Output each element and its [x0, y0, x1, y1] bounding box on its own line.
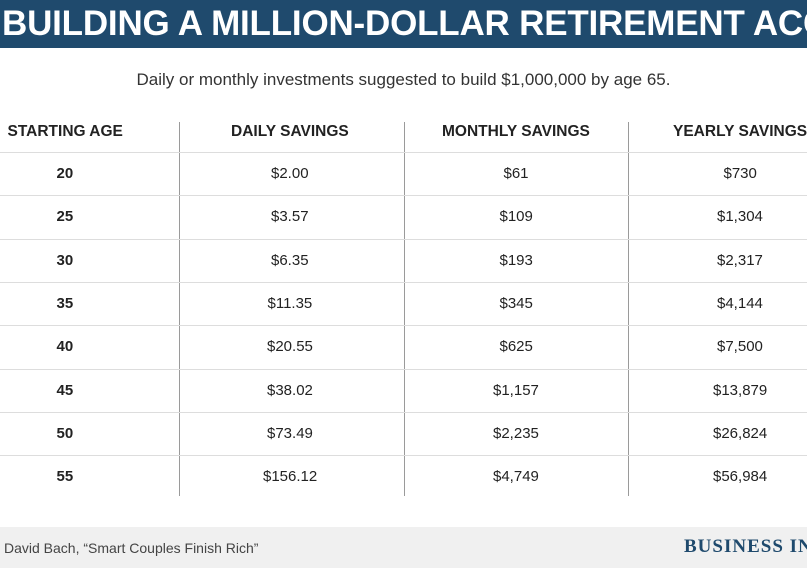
- column-divider: [179, 122, 180, 496]
- column-header-starting-age: STARTING AGE: [7, 123, 123, 140]
- cell-monthly-savings: $61: [503, 165, 529, 182]
- cell-starting-age: 35: [56, 294, 74, 312]
- cell-yearly-savings: $4,144: [717, 294, 763, 312]
- savings-table: STARTING AGE DAILY SAVINGS MONTHLY SAVINGS…: [0, 110, 807, 505]
- cell-monthly-savings: $4,749: [493, 468, 539, 486]
- cell-monthly-savings: $625: [499, 338, 533, 356]
- cell-starting-age: 45: [56, 381, 74, 399]
- cell-yearly-savings: $7,500: [717, 338, 763, 356]
- cell-yearly-savings: $13,879: [713, 381, 768, 399]
- table-row: 25 $3.57 $109 $1,304: [0, 195, 807, 238]
- row-separator: [0, 411, 807, 413]
- table-row: 45 $38.02 $1,157 $13,879: [0, 368, 807, 412]
- table-row: 40 $20.55 $625 $7,500: [0, 325, 807, 368]
- row-separator: [0, 325, 807, 327]
- row-separator: [0, 281, 807, 283]
- cell-starting-age: 25: [56, 208, 74, 226]
- cell-daily-savings: $6.35: [271, 251, 309, 269]
- row-separator: [0, 455, 807, 457]
- column-header-yearly-savings: YEARLY SAVINGS: [673, 123, 807, 140]
- cell-daily-savings: $3.57: [271, 208, 309, 226]
- cell-monthly-savings: $109: [499, 208, 533, 226]
- cell-monthly-savings: $2,235: [493, 424, 539, 442]
- cell-daily-savings: $156.12: [263, 468, 318, 486]
- row-separator: [0, 238, 807, 240]
- cell-yearly-savings: $730: [723, 165, 757, 182]
- table-row: 20 $2.00 $61 $730: [0, 152, 807, 195]
- table-row: 30 $6.35 $193 $2,317: [0, 238, 807, 282]
- cell-daily-savings: $2.00: [271, 165, 309, 182]
- cell-monthly-savings: $193: [499, 251, 533, 269]
- cell-starting-age: 50: [56, 424, 74, 442]
- row-separator: [0, 368, 807, 370]
- cell-daily-savings: $38.02: [267, 381, 313, 399]
- business-insider-logo: BUSINESS INSIDER: [684, 536, 807, 557]
- table-row: 55 $156.12 $4,749 $56,984: [0, 455, 807, 498]
- cell-starting-age: 55: [56, 468, 74, 486]
- cell-yearly-savings: $1,304: [717, 208, 763, 226]
- cell-daily-savings: $73.49: [267, 424, 313, 442]
- cell-daily-savings: $11.35: [267, 294, 313, 312]
- table-row: 50 $73.49 $2,235 $26,824: [0, 411, 807, 455]
- source-note: David Bach, “Smart Couples Finish Rich”: [4, 540, 259, 556]
- cell-yearly-savings: $2,317: [717, 251, 763, 269]
- footer: David Bach, “Smart Couples Finish Rich” …: [0, 527, 807, 568]
- chart-subtitle: Daily or monthly investments suggested t…: [136, 70, 671, 89]
- cell-starting-age: 40: [56, 338, 74, 356]
- cell-monthly-savings: $1,157: [493, 381, 539, 399]
- column-divider: [404, 122, 405, 496]
- column-divider: [628, 122, 629, 496]
- cell-starting-age: 30: [56, 251, 74, 269]
- cell-starting-age: 20: [56, 165, 74, 182]
- column-header-daily-savings: DAILY SAVINGS: [231, 123, 349, 140]
- table-row: 35 $11.35 $345 $4,144: [0, 281, 807, 325]
- cell-yearly-savings: $26,824: [713, 424, 768, 442]
- column-header-monthly-savings: MONTHLY SAVINGS: [442, 123, 590, 140]
- cell-daily-savings: $20.55: [267, 338, 313, 356]
- chart-title: BUILDING A MILLION-DOLLAR RETIREMENT ACC…: [2, 4, 807, 43]
- row-separator: [0, 152, 807, 153]
- cell-monthly-savings: $345: [499, 294, 533, 312]
- title-bar: BUILDING A MILLION-DOLLAR RETIREMENT ACC…: [0, 0, 807, 48]
- row-separator: [0, 195, 807, 197]
- cell-yearly-savings: $56,984: [713, 468, 768, 486]
